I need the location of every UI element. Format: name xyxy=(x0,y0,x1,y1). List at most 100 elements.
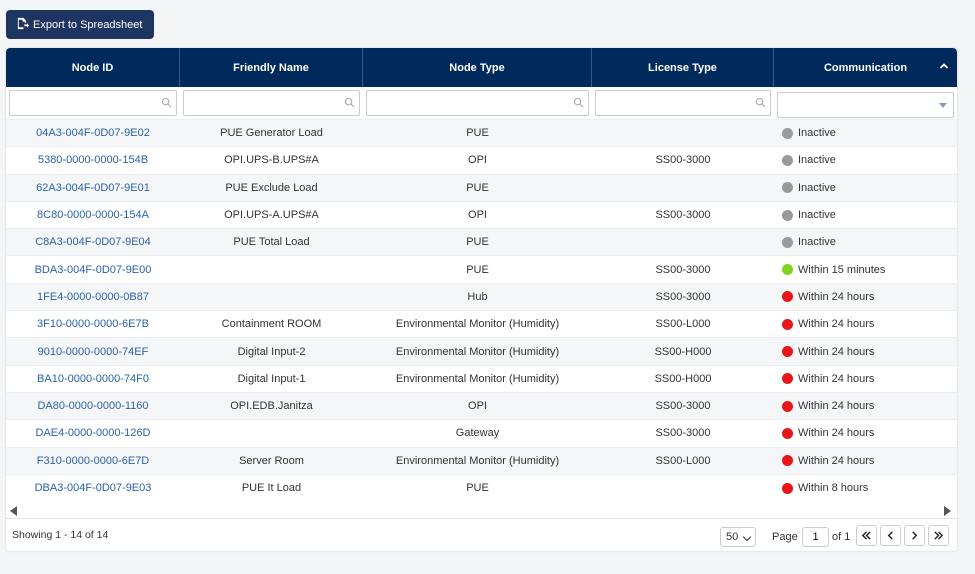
node-id-link[interactable]: 5380-0000-0000-154B xyxy=(37,154,149,167)
column-header-node-type[interactable]: Node Type xyxy=(363,48,592,87)
node-id-link[interactable]: 1FE4-0000-0000-0B87 xyxy=(37,290,149,303)
status-dot-icon xyxy=(782,318,793,330)
page-label: Page xyxy=(772,531,798,543)
license-type-cell: SS00-3000 xyxy=(655,290,711,303)
communication-cell: Within 24 hours xyxy=(774,373,957,385)
scroll-left-icon[interactable] xyxy=(10,506,17,516)
friendly-name-cell: Digital Input-2 xyxy=(237,345,306,358)
communication-status: Within 24 hours xyxy=(798,427,875,440)
node-type-cell: Environmental Monitor (Humidity) xyxy=(395,454,560,467)
horizontal-scrollbar[interactable] xyxy=(6,503,957,517)
column-header-communication[interactable]: Communication xyxy=(774,48,957,87)
license-type-cell: SS00-H000 xyxy=(654,372,712,385)
friendly-name-cell: OPI.UPS-B.UPS#A xyxy=(224,154,319,167)
friendly-name-cell: OPI.UPS-A.UPS#A xyxy=(224,209,319,222)
node-type-cell: PUE xyxy=(466,263,489,276)
page-count-label: of 1 xyxy=(832,531,851,543)
communication-cell: Within 24 hours xyxy=(774,427,957,439)
status-dot-icon xyxy=(782,236,793,248)
table-row[interactable]: BDA3-004F-0D07-9E00 PUE SS00-3000 Within 15… xyxy=(6,255,957,283)
table-row[interactable]: 8C80-0000-0000-154A OPI.UPS-A.UPS#A OPI SS0… xyxy=(6,200,957,229)
node-id-link[interactable]: BA10-0000-0000-74F0 xyxy=(37,372,149,385)
page-size-select[interactable]: 50 xyxy=(720,527,756,547)
scroll-right-icon[interactable] xyxy=(944,506,951,516)
export-to-spreadsheet-button[interactable]: Export to Spreadsheet xyxy=(6,10,154,39)
page-size-value: 50 xyxy=(726,531,739,543)
filter-row xyxy=(6,87,957,119)
node-id-link[interactable]: DAE4-0000-0000-126D xyxy=(35,427,151,440)
license-type-cell: SS00-H000 xyxy=(654,345,712,358)
table-row[interactable]: 04A3-004F-0D07-9E02 PUE Generator Load PUE… xyxy=(6,119,957,147)
status-dot-icon xyxy=(782,154,793,166)
table-row[interactable]: DBA3-004F-0D07-9E03 PUE It Load PUE Within … xyxy=(6,473,957,502)
table-row[interactable]: 5380-0000-0000-154B OPI.UPS-B.UPS#A OPI SS0… xyxy=(6,146,957,174)
node-type-cell: Environmental Monitor (Humidity) xyxy=(395,345,560,358)
double-chevron-left-icon xyxy=(861,531,871,540)
sort-ascending-icon[interactable] xyxy=(939,61,949,71)
friendly-name-filter-input[interactable] xyxy=(183,90,360,116)
communication-filter-dropdown[interactable] xyxy=(777,91,954,118)
table-row[interactable]: F310-0000-0000-6E7D Server Room Environmen… xyxy=(6,446,957,474)
communication-status: Inactive xyxy=(798,209,836,222)
last-page-button[interactable] xyxy=(928,525,949,546)
column-header-friendly-name[interactable]: Friendly Name xyxy=(180,48,363,87)
filter-cell-license-type xyxy=(592,87,774,119)
node-id-link[interactable]: DA80-0000-0000-1160 xyxy=(37,400,149,413)
communication-cell: Inactive xyxy=(774,209,957,221)
communication-status: Within 15 minutes xyxy=(798,263,886,276)
grid-header: Node ID Friendly Name Node Type License … xyxy=(6,48,957,87)
node-type-cell: PUE xyxy=(466,181,489,194)
communication-status: Within 24 hours xyxy=(798,372,875,385)
table-row[interactable]: DAE4-0000-0000-126D Gateway SS00-3000 Withi… xyxy=(6,419,957,447)
table-row[interactable]: 9010-0000-0000-74EF Digital Input-2 Enviro… xyxy=(6,337,957,365)
communication-cell: Within 8 hours xyxy=(774,482,957,494)
license-type-cell: SS00-3000 xyxy=(655,400,711,413)
table-row[interactable]: DA80-0000-0000-1160 OPI.EDB.Janitza OPI SS0… xyxy=(6,391,957,420)
table-row[interactable]: 62A3-004F-0D07-9E01 PUE Exclude Load PUE In… xyxy=(6,173,957,201)
node-id-link[interactable]: DBA3-004F-0D07-9E03 xyxy=(34,482,152,494)
node-id-link[interactable]: F310-0000-0000-6E7D xyxy=(36,454,150,467)
node-type-filter-input[interactable] xyxy=(366,90,589,116)
node-id-link[interactable]: BDA3-004F-0D07-9E00 xyxy=(34,263,152,276)
caret-down-icon xyxy=(939,103,947,108)
status-dot-icon xyxy=(782,127,793,139)
grid-footer: Showing 1 - 14 of 14 50 Page of 1 xyxy=(6,518,957,551)
communication-cell: Within 24 hours xyxy=(774,400,957,412)
search-icon xyxy=(344,97,355,108)
node-id-filter-input[interactable] xyxy=(9,90,177,116)
filter-cell-communication xyxy=(774,87,957,119)
node-type-cell: Hub xyxy=(467,290,488,303)
communication-cell: Inactive xyxy=(774,127,957,139)
license-type-filter-input[interactable] xyxy=(595,90,771,116)
node-id-link[interactable]: 62A3-004F-0D07-9E01 xyxy=(36,181,150,194)
next-page-button[interactable] xyxy=(904,525,925,546)
table-row[interactable]: C8A3-004F-0D07-9E04 PUE Total Load PUE Inac… xyxy=(6,228,957,256)
node-id-link[interactable]: 9010-0000-0000-74EF xyxy=(37,345,149,358)
communication-status: Inactive xyxy=(798,236,836,249)
node-id-link[interactable]: 04A3-004F-0D07-9E02 xyxy=(36,127,150,140)
node-type-cell: PUE xyxy=(466,127,489,140)
grid-body: 04A3-004F-0D07-9E02 PUE Generator Load PUE… xyxy=(6,119,957,502)
table-row[interactable]: BA10-0000-0000-74F0 Digital Input-1 Enviro… xyxy=(6,364,957,392)
first-page-button[interactable] xyxy=(856,525,877,546)
friendly-name-cell: OPI.EDB.Janitza xyxy=(230,400,313,413)
node-id-link[interactable]: C8A3-004F-0D07-9E04 xyxy=(35,236,151,249)
previous-page-button[interactable] xyxy=(880,525,901,546)
node-type-cell: Environmental Monitor (Humidity) xyxy=(395,318,560,331)
node-id-link[interactable]: 3F10-0000-0000-6E7B xyxy=(37,318,149,331)
communication-cell: Within 24 hours xyxy=(774,455,957,467)
column-header-node-id[interactable]: Node ID xyxy=(6,48,180,87)
node-id-link[interactable]: 8C80-0000-0000-154A xyxy=(37,209,149,222)
status-dot-icon xyxy=(782,291,793,303)
table-row[interactable]: 3F10-0000-0000-6E7B Containment ROOM Envir… xyxy=(6,310,957,338)
license-type-cell: SS00-L000 xyxy=(655,318,711,331)
communication-cell: Within 24 hours xyxy=(774,318,957,330)
status-dot-icon xyxy=(782,346,793,358)
table-row[interactable]: 1FE4-0000-0000-0B87 Hub SS00-3000 Within 24… xyxy=(6,282,957,311)
communication-cell: Inactive xyxy=(774,236,957,248)
column-header-license-type[interactable]: License Type xyxy=(592,48,774,87)
filter-cell-friendly-name xyxy=(180,87,363,119)
page-number-input[interactable] xyxy=(802,527,829,547)
record-count: Showing 1 - 14 of 14 xyxy=(12,529,109,541)
communication-status: Within 24 hours xyxy=(798,318,875,331)
